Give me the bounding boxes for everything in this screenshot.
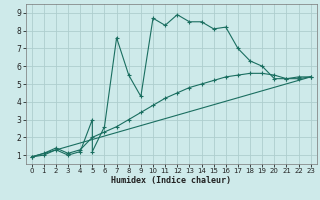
X-axis label: Humidex (Indice chaleur): Humidex (Indice chaleur): [111, 176, 231, 185]
